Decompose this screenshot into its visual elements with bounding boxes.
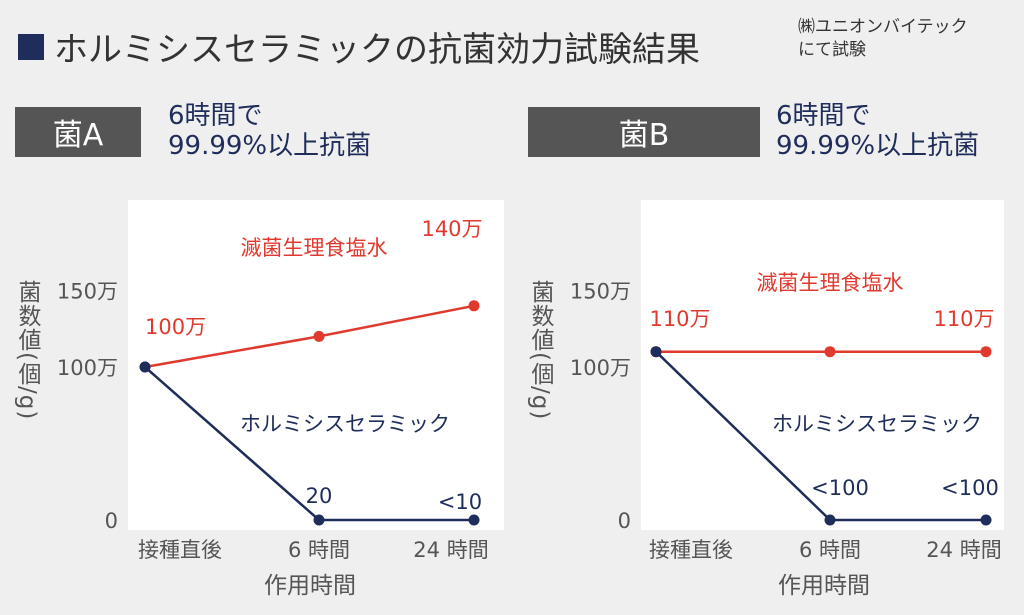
panel-a-saline-point — [313, 330, 325, 342]
panel-a-ceramic-point — [468, 514, 480, 526]
panel-a-ytick-label: 150万 — [57, 280, 118, 304]
panel-b-xtick-label: 6 時間 — [799, 538, 861, 562]
panel-a-saline-data-label: 140万 — [421, 217, 482, 241]
page-title: ホルミシスセラミックの抗菌効力試験結果 — [54, 30, 700, 70]
panel-a-ylabel: 菌数値(個/g) — [14, 280, 42, 420]
source-line-2: にて試験 — [798, 40, 866, 60]
panel-b-saline-series-label: 滅菌生理食塩水 — [757, 271, 904, 295]
panel-a-xtick-label: 接種直後 — [138, 538, 222, 562]
panel-a-ceramic-point — [139, 361, 151, 373]
source-line-1: ㈱ユニオンバイテック — [798, 17, 968, 37]
panel-b-saline-data-label: 110万 — [933, 307, 994, 331]
panel-b-ceramic-point — [824, 514, 836, 526]
panel-a-xlabel: 作用時間 — [264, 573, 356, 599]
panel-b-ytick-label: 0 — [618, 509, 631, 533]
panel-b-ytick-label: 100万 — [570, 356, 631, 380]
panel-a-ytick-label: 100万 — [57, 356, 118, 380]
panel-a-ceramic-data-label: <10 — [438, 490, 482, 514]
panel-b-ceramic-data-label: <100 — [811, 476, 869, 500]
panel-b-ceramic-series-label: ホルミシスセラミック — [772, 412, 982, 436]
panel-a-ceramic-data-label: 20 — [306, 484, 333, 508]
panel-a-ceramic-point — [313, 514, 325, 526]
panel-b-saline-point — [824, 346, 836, 358]
panel-b-ytick-label: 150万 — [570, 280, 631, 304]
panel-a-badge: 菌A — [15, 107, 141, 157]
panel-b-saline-data-label: 110万 — [649, 307, 710, 331]
panel-b-xtick-label: 接種直後 — [649, 538, 733, 562]
panel-a-result: 6時間で 99.99%以上抗菌 — [168, 101, 371, 161]
panel-a-saline-data-label: 100万 — [145, 315, 206, 339]
panel-b-plot-area — [641, 200, 1004, 530]
panel-a-saline-point — [468, 300, 480, 312]
panel-a-saline-series-label: 滅菌生理食塩水 — [241, 236, 388, 260]
panel-b-ceramic-point — [650, 346, 662, 358]
panel-a-ceramic-series-label: ホルミシスセラミック — [240, 412, 450, 436]
panel-b-xlabel: 作用時間 — [778, 573, 870, 599]
panel-a-xtick-label: 24 時間 — [413, 538, 488, 562]
title-bar: ホルミシスセラミックの抗菌効力試験結果 — [18, 22, 700, 71]
panel-b-saline-point — [980, 346, 992, 358]
panel-a-ytick-label: 0 — [105, 509, 118, 533]
panel-b-result-line-1: 6時間で — [776, 101, 871, 131]
panel-b-ceramic-data-label: <100 — [941, 476, 999, 500]
panel-a-xtick-label: 6 時間 — [288, 538, 350, 562]
panel-a-result-line-2: 99.99%以上抗菌 — [168, 131, 372, 161]
panel-b-ceramic-point — [980, 514, 992, 526]
panel-b-xtick-label: 24 時間 — [926, 538, 1001, 562]
panel-b-ylabel: 菌数値(個/g) — [527, 280, 555, 420]
panel-a-plot-area — [128, 200, 504, 530]
source-note: ㈱ユニオンバイテック にて試験 — [798, 16, 968, 62]
panel-b-badge: 菌B — [528, 107, 760, 157]
panel-b-result: 6時間で 99.99%以上抗菌 — [776, 101, 979, 161]
title-square-icon — [18, 33, 44, 60]
panel-b-result-line-2: 99.99%以上抗菌 — [776, 131, 980, 161]
panel-a-result-line-1: 6時間で — [168, 101, 263, 131]
